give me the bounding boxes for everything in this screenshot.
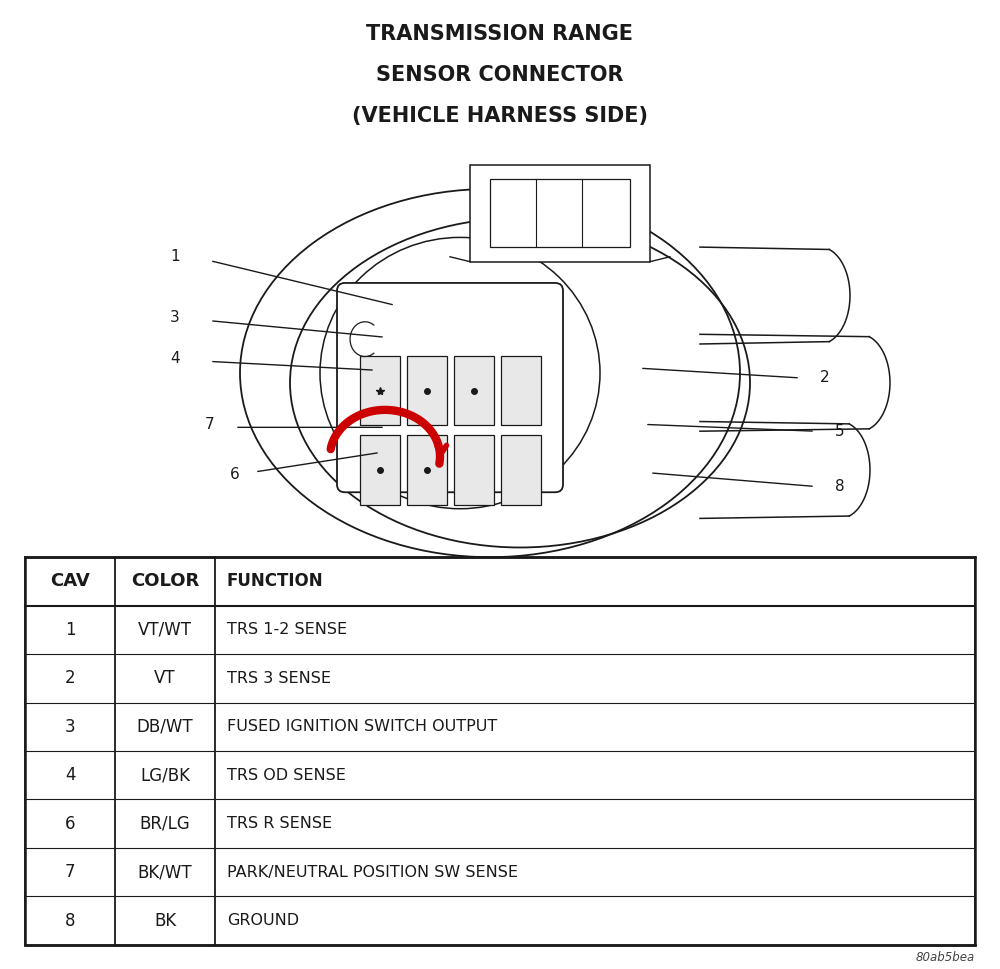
Text: 7: 7 <box>205 417 215 432</box>
FancyBboxPatch shape <box>406 435 446 505</box>
Text: BR/LG: BR/LG <box>140 815 190 832</box>
Text: CAV: CAV <box>50 573 90 590</box>
FancyBboxPatch shape <box>490 179 630 247</box>
Text: 1: 1 <box>65 621 75 639</box>
Text: 8: 8 <box>835 479 845 494</box>
Text: 6: 6 <box>230 467 240 483</box>
Text: BK/WT: BK/WT <box>138 863 192 881</box>
Text: 7: 7 <box>65 863 75 881</box>
Text: SENSOR CONNECTOR: SENSOR CONNECTOR <box>376 65 624 85</box>
Text: (VEHICLE HARNESS SIDE): (VEHICLE HARNESS SIDE) <box>352 106 648 126</box>
Text: FUNCTION: FUNCTION <box>227 573 324 590</box>
Text: PARK/NEUTRAL POSITION SW SENSE: PARK/NEUTRAL POSITION SW SENSE <box>227 864 518 880</box>
Text: 80ab5bea: 80ab5bea <box>916 952 975 964</box>
FancyBboxPatch shape <box>454 435 494 505</box>
Ellipse shape <box>290 218 750 547</box>
FancyBboxPatch shape <box>501 356 541 425</box>
Text: 2: 2 <box>65 670 75 687</box>
Text: 5: 5 <box>835 423 845 439</box>
FancyBboxPatch shape <box>501 435 541 505</box>
Text: 3: 3 <box>65 718 75 735</box>
Text: DB/WT: DB/WT <box>137 718 193 735</box>
Text: 4: 4 <box>65 766 75 784</box>
FancyBboxPatch shape <box>25 557 975 945</box>
Text: TRS R SENSE: TRS R SENSE <box>227 816 332 831</box>
Text: TRS OD SENSE: TRS OD SENSE <box>227 767 346 783</box>
Text: TRANSMISSION RANGE: TRANSMISSION RANGE <box>366 24 634 45</box>
Text: 4: 4 <box>170 351 180 366</box>
FancyBboxPatch shape <box>470 165 650 262</box>
FancyBboxPatch shape <box>360 435 400 505</box>
Text: 8: 8 <box>65 912 75 929</box>
FancyBboxPatch shape <box>454 356 494 425</box>
FancyBboxPatch shape <box>406 356 446 425</box>
Text: COLOR: COLOR <box>131 573 199 590</box>
Text: GROUND: GROUND <box>227 913 299 928</box>
Text: VT/WT: VT/WT <box>138 621 192 639</box>
Ellipse shape <box>320 237 600 509</box>
Text: LG/BK: LG/BK <box>140 766 190 784</box>
Text: BK: BK <box>154 912 176 929</box>
Text: 6: 6 <box>65 815 75 832</box>
FancyBboxPatch shape <box>360 356 400 425</box>
Text: 2: 2 <box>820 370 830 386</box>
Text: 3: 3 <box>170 310 180 326</box>
Text: TRS 3 SENSE: TRS 3 SENSE <box>227 671 331 686</box>
Text: FUSED IGNITION SWITCH OUTPUT: FUSED IGNITION SWITCH OUTPUT <box>227 719 497 735</box>
FancyBboxPatch shape <box>337 283 563 492</box>
Text: 1: 1 <box>170 249 180 265</box>
Text: VT: VT <box>154 670 176 687</box>
Text: TRS 1-2 SENSE: TRS 1-2 SENSE <box>227 622 347 638</box>
